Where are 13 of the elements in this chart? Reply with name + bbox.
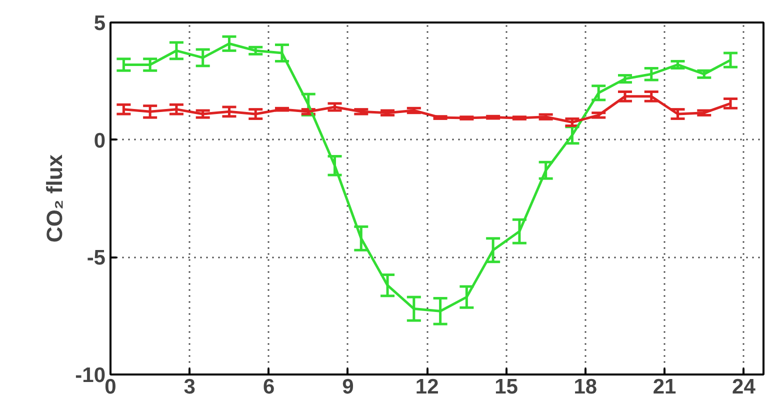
y-tick-label: -10: [75, 364, 106, 387]
x-tick-label: 18: [574, 376, 598, 398]
y-axis-title: CO₂ flux: [42, 154, 68, 242]
x-tick-label: 21: [652, 376, 677, 398]
y-tick-label: 0: [94, 129, 106, 152]
x-tick-label: 6: [262, 376, 275, 398]
x-tick-label: 9: [342, 376, 354, 398]
x-tick-label: 15: [494, 376, 518, 398]
y-tick-label: -5: [86, 246, 106, 270]
x-tick-label: 3: [184, 376, 196, 398]
x-tick-label: 24: [732, 376, 756, 398]
y-tick-label: 5: [94, 12, 106, 35]
x-tick-label: 12: [415, 376, 439, 398]
